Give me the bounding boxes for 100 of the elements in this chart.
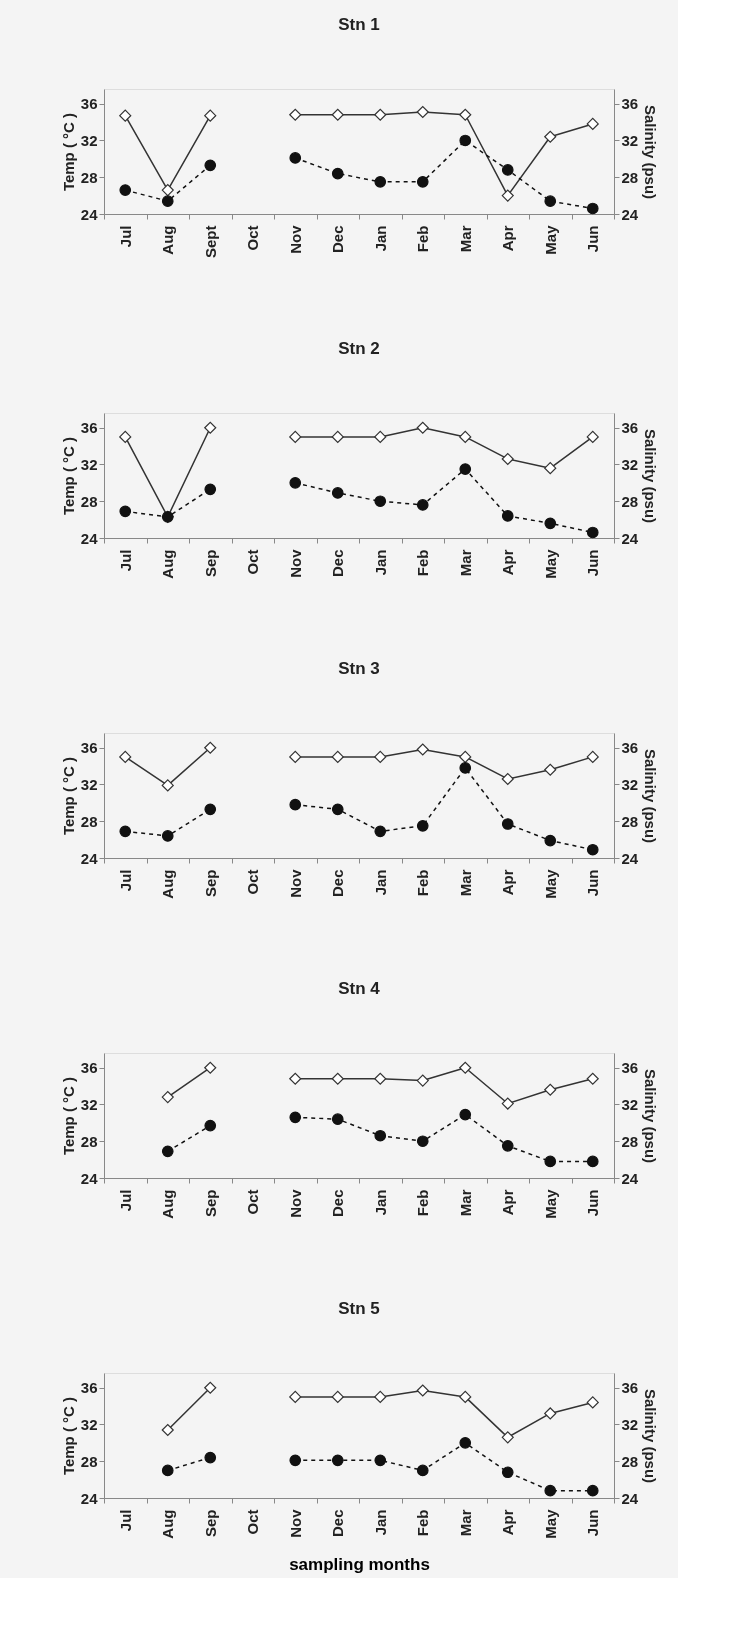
point <box>331 430 344 443</box>
x-tick-label: Feb <box>414 869 432 897</box>
point <box>204 159 217 172</box>
chart-title: Stn 4 <box>338 979 381 998</box>
y-tick-label: 32 <box>80 1095 98 1113</box>
x-tick-label: Jul <box>116 869 134 892</box>
x-tick-label: Jul <box>116 1509 134 1532</box>
x-tick-label: Sep <box>201 869 219 898</box>
y-axis-title: Temp ( °C ) <box>59 436 77 516</box>
point <box>289 1390 302 1403</box>
point <box>459 1061 472 1074</box>
point <box>204 483 217 496</box>
point <box>161 779 174 792</box>
point <box>416 105 429 119</box>
y2-axis-title: Salinity (psu) <box>642 1068 660 1164</box>
point <box>416 743 429 756</box>
point <box>416 1135 429 1148</box>
x-tick-label: Mar <box>456 225 474 253</box>
point <box>204 741 217 754</box>
point <box>544 1083 557 1096</box>
x-tick-label: Feb <box>414 549 432 577</box>
point <box>459 430 472 443</box>
x-tick-label: Feb <box>414 1509 432 1537</box>
point <box>586 843 599 856</box>
point <box>586 1396 599 1409</box>
y-tick-label: 32 <box>80 1415 98 1433</box>
point <box>374 1454 387 1467</box>
x-tick-label: Oct <box>244 1509 262 1535</box>
x-tick-label: Apr <box>499 1189 517 1216</box>
point <box>459 463 472 475</box>
x-tick-label: Aug <box>159 225 177 255</box>
y2-tick-label: 24 <box>621 1489 639 1507</box>
x-tick-label: Aug <box>159 869 177 899</box>
point <box>374 430 387 443</box>
y2-tick-label: 24 <box>621 205 639 223</box>
y2-tick-label: 28 <box>621 812 639 830</box>
point <box>544 834 557 847</box>
y2-tick-label: 32 <box>621 455 639 473</box>
x-tick-label: Nov <box>286 868 304 898</box>
x-tick-label: Jun <box>584 1189 602 1217</box>
point <box>501 818 514 830</box>
y2-tick-label: 32 <box>621 1095 639 1113</box>
y2-axis-title: Salinity (psu) <box>642 748 660 844</box>
point <box>204 1061 217 1074</box>
x-tick-label: Mar <box>456 549 474 577</box>
y-tick-label: 28 <box>80 1132 98 1150</box>
point <box>586 1484 599 1497</box>
point <box>416 421 429 434</box>
y-tick-label: 28 <box>80 1452 98 1470</box>
point <box>331 1454 344 1467</box>
x-tick-label: Nov <box>286 1188 304 1218</box>
y-tick-label: 24 <box>80 1489 99 1507</box>
x-tick-label: Dec <box>329 1189 347 1218</box>
y-tick-label: 28 <box>80 492 98 510</box>
y-tick-label: 28 <box>80 168 98 186</box>
point <box>331 167 344 180</box>
x-tick-label: Apr <box>499 1509 517 1536</box>
point <box>459 750 472 763</box>
x-tick-label: Sep <box>201 1509 219 1538</box>
point <box>586 750 599 763</box>
y-tick-label: 36 <box>80 419 98 437</box>
point <box>119 750 132 763</box>
y2-tick-label: 36 <box>621 739 639 757</box>
point <box>459 134 472 147</box>
point <box>374 108 387 121</box>
x-tick-label: Mar <box>456 1189 474 1217</box>
point <box>459 108 472 121</box>
point <box>119 184 132 196</box>
x-tick-label: Dec <box>329 549 347 578</box>
point <box>416 1074 429 1087</box>
point <box>204 1381 217 1394</box>
point <box>331 803 344 816</box>
x-tick-label: Jul <box>116 549 134 572</box>
y2-tick-label: 32 <box>621 131 639 149</box>
point <box>544 130 557 143</box>
point <box>416 1464 429 1477</box>
point <box>161 184 174 197</box>
point <box>289 477 302 489</box>
point <box>374 1072 387 1085</box>
point <box>161 1091 174 1104</box>
x-tick-label: Oct <box>244 869 262 895</box>
point <box>161 1464 174 1477</box>
point <box>204 1451 217 1464</box>
y2-tick-label: 36 <box>621 1379 639 1397</box>
x-tick-label: Oct <box>244 1189 262 1215</box>
y2-tick-label: 24 <box>621 849 639 867</box>
y2-axis-title: Salinity (psu) <box>642 428 660 524</box>
point <box>289 750 302 763</box>
point <box>331 487 344 499</box>
chart-title: Stn 5 <box>338 1299 380 1318</box>
point <box>161 1423 174 1437</box>
point <box>161 1145 174 1158</box>
point <box>501 1431 514 1444</box>
point <box>544 1155 557 1168</box>
point <box>331 1113 344 1126</box>
x-tick-label: Oct <box>244 549 262 575</box>
point <box>331 1390 344 1403</box>
chart-title: Stn 1 <box>338 15 380 34</box>
point <box>289 108 302 121</box>
point <box>501 510 514 522</box>
